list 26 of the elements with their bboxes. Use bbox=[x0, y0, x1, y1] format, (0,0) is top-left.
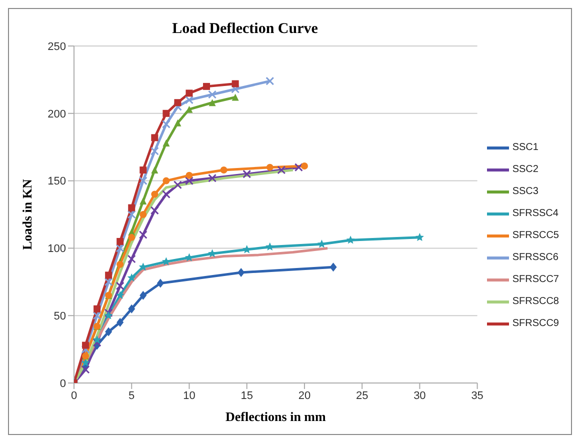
y-tick-label: 200 bbox=[48, 108, 66, 120]
y-tick-label: 250 bbox=[48, 40, 66, 53]
y-tick-label: 50 bbox=[54, 310, 66, 323]
legend-label: SFRSCC9 bbox=[512, 318, 559, 329]
y-tick-label: 100 bbox=[48, 243, 66, 256]
x-tick-label: 20 bbox=[298, 390, 311, 402]
x-tick-label: 35 bbox=[471, 390, 484, 402]
legend-label: SSC3 bbox=[512, 186, 538, 197]
x-tick-label: 15 bbox=[240, 390, 253, 402]
y-axis-title: Loads in KN bbox=[20, 178, 35, 250]
x-tick-label: 25 bbox=[356, 390, 368, 402]
legend-label: SSC2 bbox=[512, 164, 538, 175]
legend-label: SFRSCC7 bbox=[512, 274, 559, 285]
legend-label: SSC1 bbox=[512, 142, 538, 153]
x-tick-label: 10 bbox=[183, 390, 196, 402]
chart-title: Load Deflection Curve bbox=[171, 21, 319, 38]
legend-label: SFRSSC4 bbox=[512, 208, 558, 219]
y-tick-label: 150 bbox=[48, 176, 66, 188]
x-tick-label: 30 bbox=[414, 390, 426, 402]
x-axis-title: Deflections in mm bbox=[225, 409, 326, 424]
y-tick-label: 0 bbox=[60, 378, 66, 390]
legend-label: SFRSCC5 bbox=[512, 230, 559, 241]
legend-label: SFRSCC8 bbox=[512, 296, 559, 307]
x-tick-label: 0 bbox=[70, 390, 78, 402]
legend-label: SFRSSC6 bbox=[512, 252, 558, 263]
x-tick-label: 5 bbox=[128, 390, 135, 402]
